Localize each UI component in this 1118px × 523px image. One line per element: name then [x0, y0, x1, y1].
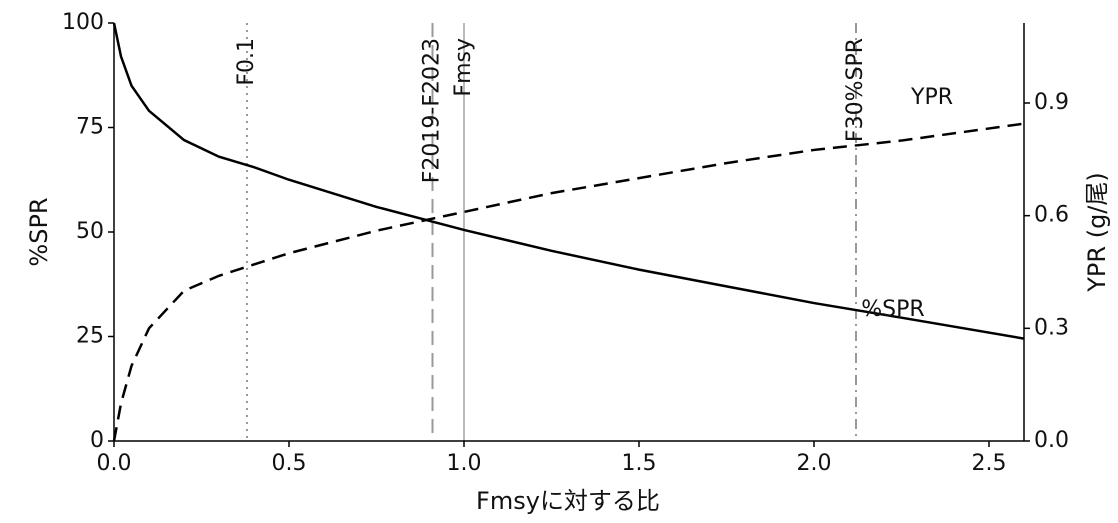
- series-annotation: %SPR: [861, 297, 924, 322]
- y2-tick-label: 0.6: [1034, 203, 1069, 228]
- y2-tick-label: 0.0: [1034, 428, 1069, 453]
- y-axis-title: %SPR: [25, 197, 53, 266]
- x-tick-label: 2.0: [797, 451, 832, 476]
- y-tick-label: 75: [76, 115, 104, 140]
- series-line: [112, 22, 1025, 340]
- x-tick-label: 0.0: [97, 451, 132, 476]
- series-annotation: YPR: [910, 85, 953, 110]
- x-tick-label: 2.5: [972, 451, 1007, 476]
- x-tick-label: 1.0: [447, 451, 482, 476]
- x-tick-label: 0.5: [272, 451, 307, 476]
- y2-tick-label: 0.9: [1034, 90, 1069, 115]
- y-tick-label: 25: [76, 324, 104, 349]
- reference-label: F0.1: [234, 38, 259, 86]
- y-tick-label: 50: [76, 219, 104, 244]
- reference-label: Fmsy: [451, 38, 476, 97]
- y-tick-label: 100: [62, 10, 104, 35]
- y2-axis-title: YPR (g/尾): [1083, 172, 1111, 292]
- y2-tick-label: 0.3: [1034, 315, 1069, 340]
- series-line: [112, 122, 1025, 442]
- reference-label: F2019-F2023: [420, 38, 445, 183]
- x-tick-label: 1.5: [622, 451, 657, 476]
- x-axis-title: Fmsyに対する比: [476, 487, 660, 515]
- y-tick-label: 0: [90, 428, 104, 453]
- reference-label: F30%SPR: [843, 38, 868, 142]
